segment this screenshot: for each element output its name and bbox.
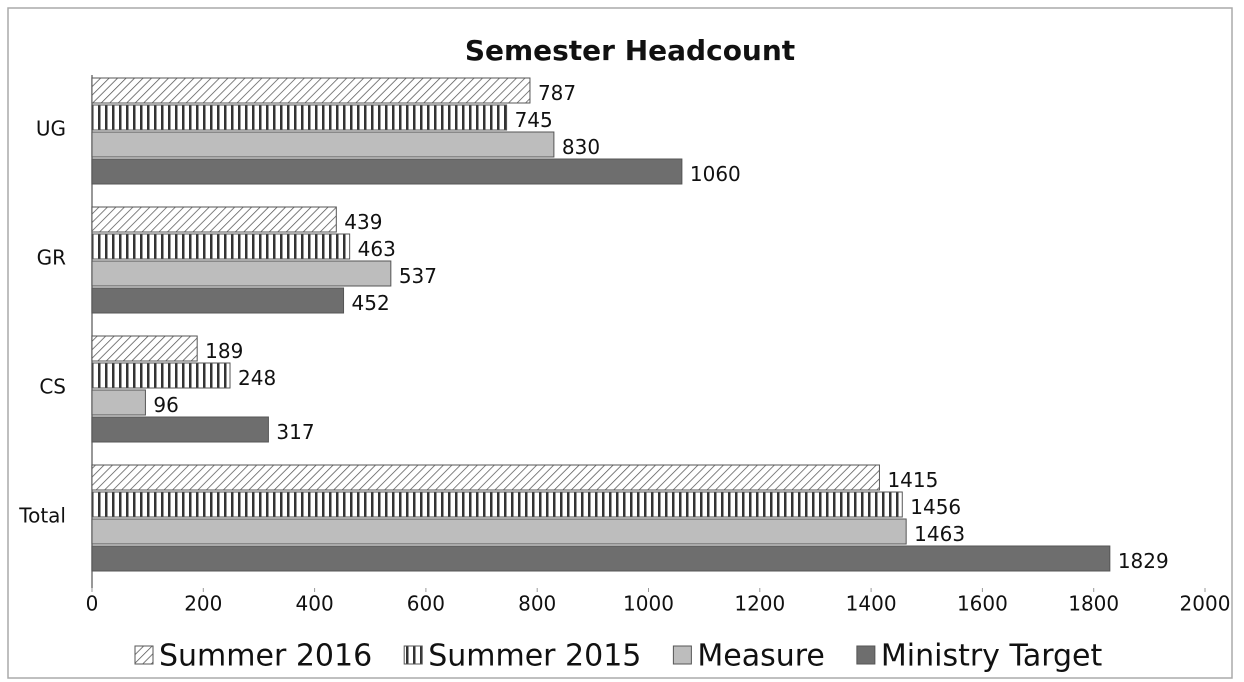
bar: [91, 287, 345, 314]
bar: [91, 158, 683, 185]
value-label: 96: [153, 393, 178, 417]
value-label: 787: [538, 81, 576, 105]
x-tick-label: 1000: [623, 592, 674, 616]
value-label: 537: [399, 264, 437, 288]
bar: [91, 104, 508, 131]
bar: [91, 335, 198, 362]
bar: [91, 260, 392, 287]
bar: [91, 233, 351, 260]
value-label: 439: [344, 210, 382, 234]
bar: [91, 131, 555, 158]
bar: [91, 362, 231, 389]
bar: [91, 491, 903, 518]
x-tick-label: 1600: [957, 592, 1008, 616]
x-tick-label: 1800: [1068, 592, 1119, 616]
bar: [91, 464, 880, 491]
value-label: 1829: [1118, 549, 1169, 573]
x-tick-label: 0: [86, 592, 99, 616]
x-tick-label: 400: [296, 592, 334, 616]
legend-swatch: [672, 645, 692, 665]
value-label: 248: [238, 366, 276, 390]
bar: [91, 206, 337, 233]
y-tick-label: CS: [39, 375, 66, 399]
x-tick-label: 600: [407, 592, 445, 616]
value-label: 189: [205, 339, 243, 363]
legend-label: Summer 2016: [159, 639, 372, 674]
value-label: 1463: [914, 522, 965, 546]
x-tick-label: 1400: [846, 592, 897, 616]
legend-label: Summer 2015: [428, 639, 641, 674]
value-label: 463: [358, 237, 396, 261]
legend-swatch: [856, 645, 876, 665]
value-label: 1060: [690, 162, 741, 186]
x-tick-label: 1200: [734, 592, 785, 616]
bar: [91, 518, 907, 545]
bar: [91, 389, 146, 416]
legend-swatch: [403, 645, 423, 665]
y-tick-label: GR: [37, 246, 66, 270]
chart-frame: [7, 7, 1233, 679]
x-tick-label: 2000: [1180, 592, 1231, 616]
y-tick-label: Total: [18, 504, 66, 528]
value-label: 317: [276, 420, 314, 444]
y-tick-label: UG: [36, 117, 66, 141]
bar: [91, 416, 269, 443]
x-tick-label: 800: [518, 592, 556, 616]
value-label: 830: [562, 135, 600, 159]
legend-label: Ministry Target: [881, 639, 1103, 674]
bar: [91, 77, 531, 104]
value-label: 452: [352, 291, 390, 315]
value-label: 1456: [910, 495, 961, 519]
legend-label: Measure: [697, 639, 825, 674]
legend-swatch: [134, 645, 154, 665]
value-label: 1415: [887, 468, 938, 492]
chart-title: Semester Headcount: [465, 34, 795, 67]
bar: [91, 545, 1111, 572]
value-label: 745: [515, 108, 553, 132]
x-tick-label: 200: [184, 592, 222, 616]
